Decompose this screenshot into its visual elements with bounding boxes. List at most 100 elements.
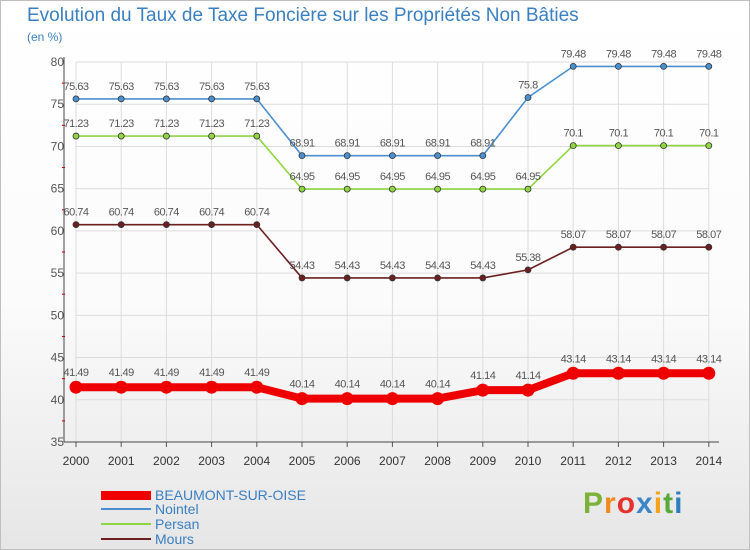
data-point-beaumont-sur-oise xyxy=(431,392,445,406)
data-label-nointel: 79.48 xyxy=(561,48,586,60)
data-point-mours xyxy=(434,274,442,282)
data-label-mours: 60.74 xyxy=(109,207,134,219)
data-label-persan: 71.23 xyxy=(109,118,134,130)
x-tick-label: 2009 xyxy=(469,454,496,468)
data-point-persan xyxy=(117,132,125,140)
legend-swatch-mours xyxy=(101,538,151,540)
chart-title: Evolution du Taux de Taxe Foncière sur l… xyxy=(27,5,579,26)
data-point-nointel xyxy=(660,62,667,70)
data-label-nointel: 68.91 xyxy=(380,138,405,150)
legend-label-beaumont: BEAUMONT-SUR-OISE xyxy=(155,487,306,503)
data-label-nointel: 79.48 xyxy=(651,48,676,60)
data-label-beaumont-sur-oise: 40.14 xyxy=(335,379,360,391)
data-label-beaumont-sur-oise: 41.49 xyxy=(199,367,224,379)
brand-letter: x xyxy=(636,487,654,520)
brand-letter: t xyxy=(663,487,675,520)
y-tick-label: 60 xyxy=(51,224,65,238)
data-label-nointel: 79.48 xyxy=(606,48,631,60)
data-point-persan xyxy=(253,132,261,140)
data-label-nointel: 75.63 xyxy=(244,81,269,93)
brand-letter: P xyxy=(583,487,605,520)
data-label-beaumont-sur-oise: 41.49 xyxy=(63,367,88,379)
data-point-beaumont-sur-oise xyxy=(250,380,264,394)
data-point-mours xyxy=(343,274,351,282)
x-tick-label: 2011 xyxy=(560,454,586,468)
data-point-mours xyxy=(253,221,261,229)
data-point-mours xyxy=(162,221,170,229)
data-label-nointel: 68.91 xyxy=(335,138,360,150)
data-point-beaumont-sur-oise xyxy=(114,380,128,394)
x-tick-label: 2012 xyxy=(605,454,632,468)
data-label-beaumont-sur-oise: 43.14 xyxy=(606,353,631,365)
data-point-persan xyxy=(208,132,216,140)
x-tick-label: 2008 xyxy=(424,454,451,468)
legend-label-nointel: Nointel xyxy=(155,501,199,517)
data-label-beaumont-sur-oise: 43.14 xyxy=(696,353,721,365)
data-label-mours: 58.07 xyxy=(696,229,721,241)
data-label-mours: 60.74 xyxy=(199,207,224,219)
x-tick-label: 2005 xyxy=(289,454,316,468)
data-label-beaumont-sur-oise: 43.14 xyxy=(651,353,676,365)
data-point-mours xyxy=(615,243,622,251)
x-tick-label: 2013 xyxy=(650,454,677,468)
data-point-nointel xyxy=(388,152,396,160)
data-label-beaumont-sur-oise: 40.14 xyxy=(380,379,405,391)
data-label-mours: 60.74 xyxy=(63,207,88,219)
data-point-persan xyxy=(524,185,532,193)
data-point-persan xyxy=(569,142,577,150)
data-label-nointel: 75.63 xyxy=(199,81,224,93)
data-point-nointel xyxy=(524,94,532,101)
data-label-beaumont-sur-oise: 41.49 xyxy=(244,367,269,379)
data-point-nointel xyxy=(615,62,622,70)
data-label-mours: 60.74 xyxy=(154,207,179,219)
data-point-beaumont-sur-oise xyxy=(385,392,399,406)
x-tick-label: 2006 xyxy=(334,454,361,468)
data-label-persan: 71.23 xyxy=(244,118,269,130)
legend-swatch-beaumont xyxy=(101,490,151,500)
y-tick-label: 40 xyxy=(51,393,65,407)
y-tick-label: 50 xyxy=(51,308,65,322)
data-point-persan xyxy=(479,185,487,193)
y-axis-unit: (en %) xyxy=(27,30,63,44)
brand-letter: i xyxy=(653,487,664,520)
legend-item-beaumont: BEAUMONT-SUR-OISE xyxy=(101,487,306,503)
x-tick-label: 2007 xyxy=(379,454,406,468)
y-tick-label: 45 xyxy=(51,351,65,365)
data-label-beaumont-sur-oise: 40.14 xyxy=(425,379,450,391)
data-point-beaumont-sur-oise xyxy=(566,366,580,380)
data-point-beaumont-sur-oise xyxy=(657,366,671,380)
legend-label-mours: Mours xyxy=(155,531,194,547)
data-point-beaumont-sur-oise xyxy=(521,383,535,397)
data-label-mours: 55.38 xyxy=(515,252,540,264)
data-label-mours: 54.43 xyxy=(289,260,314,272)
data-point-persan xyxy=(343,185,351,193)
data-label-mours: 54.43 xyxy=(425,260,450,272)
data-point-persan xyxy=(72,132,80,140)
data-label-persan: 64.95 xyxy=(289,171,314,183)
data-point-persan xyxy=(660,142,667,150)
y-tick-label: 80 xyxy=(51,55,65,69)
data-label-nointel: 68.91 xyxy=(289,138,314,150)
data-label-persan: 71.23 xyxy=(63,118,88,130)
data-label-persan: 71.23 xyxy=(154,118,179,130)
data-point-mours xyxy=(388,274,396,282)
data-point-nointel xyxy=(253,95,261,103)
x-tick-label: 2003 xyxy=(198,454,225,468)
data-label-mours: 58.07 xyxy=(561,229,586,241)
data-label-persan: 64.95 xyxy=(425,171,450,183)
data-label-beaumont-sur-oise: 41.49 xyxy=(154,367,179,379)
x-tick-label: 2014 xyxy=(695,454,722,468)
data-point-nointel xyxy=(117,95,125,103)
data-point-mours xyxy=(298,274,306,282)
data-point-mours xyxy=(208,221,216,229)
data-point-persan xyxy=(615,142,622,150)
data-label-nointel: 75.63 xyxy=(154,81,179,93)
data-label-mours: 58.07 xyxy=(606,229,631,241)
brand-letter: i xyxy=(674,487,684,520)
data-label-persan: 64.95 xyxy=(470,171,495,183)
data-label-nointel: 75.63 xyxy=(109,81,134,93)
x-tick-label: 2000 xyxy=(63,454,90,468)
data-label-persan: 71.23 xyxy=(199,118,224,130)
